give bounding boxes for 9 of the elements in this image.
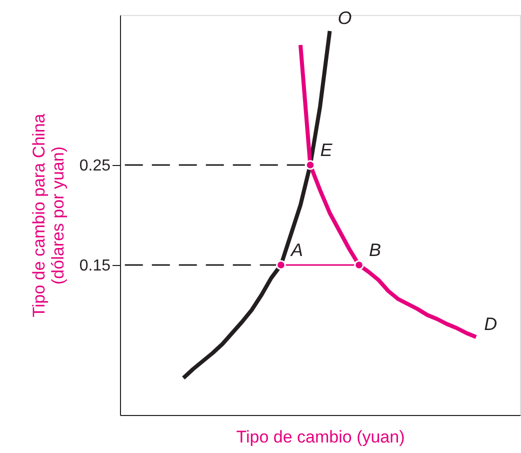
y-tick-label: 0.15 [79,258,111,274]
data-label: B [369,240,382,260]
x-axis-title: Tipo de cambio (yuan) [236,428,405,446]
series-label: O [338,8,352,28]
y-axis-title: Tipo de cambio para China (dólares por yuan) [29,113,68,318]
data-label: A [290,240,303,260]
data-label: E [320,140,334,160]
y-tick-label: 0.25 [79,158,111,174]
series-label: D [484,314,498,334]
